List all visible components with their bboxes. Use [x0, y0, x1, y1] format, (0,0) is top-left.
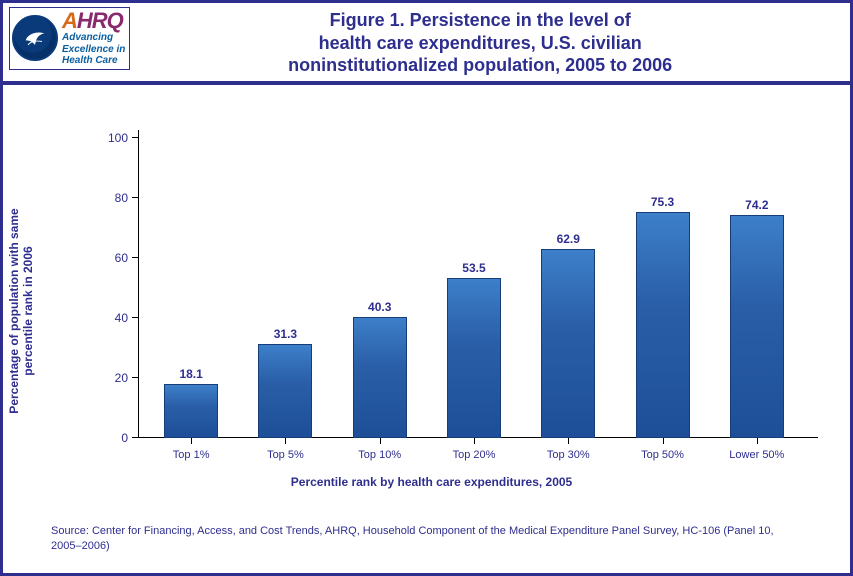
y-tick-label: 20 — [115, 371, 138, 385]
bar-slot: 62.9 — [521, 138, 615, 438]
x-axis-label: Percentile rank by health care expenditu… — [43, 475, 820, 489]
bar-slot: 74.2 — [710, 138, 804, 438]
bar-slot: 53.5 — [427, 138, 521, 438]
ahrq-tagline-2: Excellence in — [62, 45, 125, 56]
x-tick-labels: Top 1%Top 5%Top 10%Top 20%Top 30%Top 50%… — [138, 449, 810, 461]
bar-value-label: 18.1 — [179, 367, 202, 381]
y-axis-label: Percentage of population with same perce… — [7, 171, 35, 451]
x-tick — [663, 438, 664, 444]
figure-frame: AHRQ Advancing Excellence in Health Care… — [0, 0, 853, 576]
bar-slot: 18.1 — [144, 138, 238, 438]
x-tick — [191, 438, 192, 444]
bar-value-label: 53.5 — [462, 261, 485, 275]
bar — [258, 344, 312, 438]
bar-value-label: 40.3 — [368, 300, 391, 314]
chart-area: Percentage of population with same perce… — [43, 138, 820, 483]
title-line-1: Figure 1. Persistence in the level of — [130, 9, 830, 32]
bars-container: 18.1 31.3 40.3 53.5 62.9 75.3 74.2 — [138, 138, 810, 438]
x-tick — [757, 438, 758, 444]
y-tick-label: 80 — [115, 191, 138, 205]
bar — [353, 317, 407, 438]
x-tick — [285, 438, 286, 444]
ahrq-logo: AHRQ Advancing Excellence in Health Care — [62, 10, 125, 67]
y-tick-label: 60 — [115, 251, 138, 265]
bar-value-label: 74.2 — [745, 198, 768, 212]
ahrq-tagline-3: Health Care — [62, 56, 125, 67]
header: AHRQ Advancing Excellence in Health Care… — [3, 3, 850, 85]
title-line-3: noninstitutionalized population, 2005 to… — [130, 54, 830, 77]
plot-region: 18.131.340.353.562.975.374.2 02040608010… — [138, 138, 810, 438]
x-tick-label: Top 5% — [238, 449, 332, 461]
x-tick-label: Top 30% — [521, 449, 615, 461]
bar-value-label: 31.3 — [274, 327, 297, 341]
hhs-bird-icon — [21, 24, 49, 52]
bar-slot: 40.3 — [333, 138, 427, 438]
x-tick-label: Top 10% — [333, 449, 427, 461]
y-tick-label: 100 — [108, 131, 138, 145]
bar-slot: 75.3 — [615, 138, 709, 438]
x-tick — [474, 438, 475, 444]
bar — [730, 215, 784, 438]
bar-value-label: 75.3 — [651, 195, 674, 209]
x-tick — [568, 438, 569, 444]
ahrq-tagline-1: Advancing — [62, 33, 125, 44]
x-tick — [380, 438, 381, 444]
bar-value-label: 62.9 — [557, 232, 580, 246]
bar — [164, 384, 218, 438]
y-tick-label: 0 — [121, 431, 138, 445]
x-tick-label: Top 1% — [144, 449, 238, 461]
title-line-2: health care expenditures, U.S. civilian — [130, 32, 830, 55]
x-tick-label: Top 50% — [615, 449, 709, 461]
source-note: Source: Center for Financing, Access, an… — [51, 524, 802, 553]
bar — [636, 212, 690, 438]
ahrq-wordmark: AHRQ — [62, 10, 125, 32]
x-tick-label: Lower 50% — [710, 449, 804, 461]
bar — [447, 278, 501, 439]
bar-slot: 31.3 — [238, 138, 332, 438]
y-tick-label: 40 — [115, 311, 138, 325]
logo-box: AHRQ Advancing Excellence in Health Care — [9, 7, 130, 70]
x-tick-label: Top 20% — [427, 449, 521, 461]
hhs-seal-icon — [12, 15, 58, 61]
bar — [541, 249, 595, 438]
figure-title: Figure 1. Persistence in the level of he… — [130, 7, 840, 77]
